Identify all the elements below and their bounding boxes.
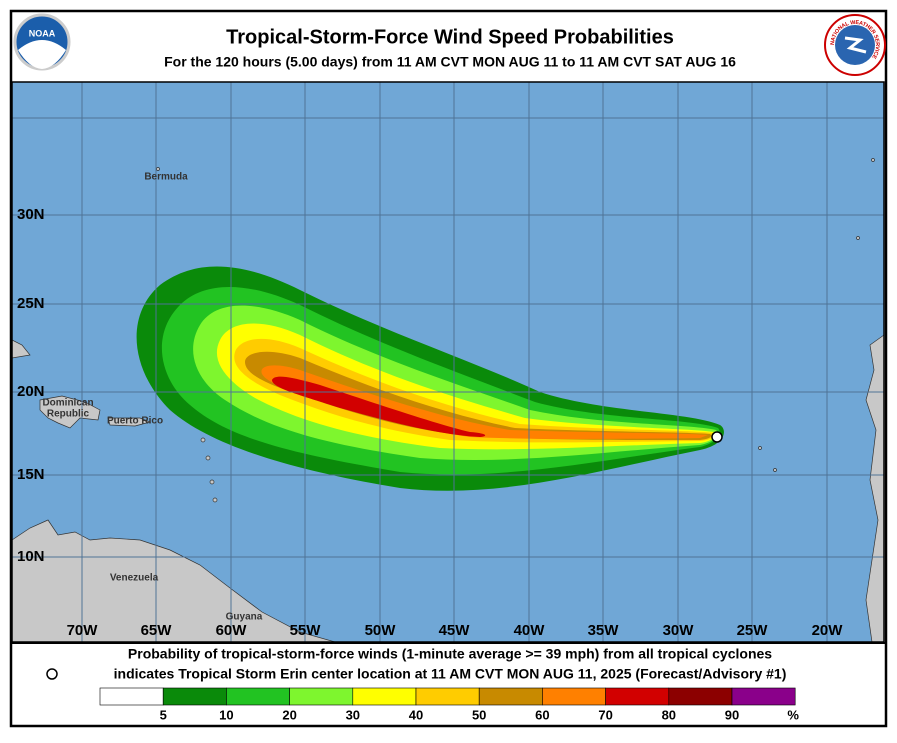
longitude-label: 60W — [216, 622, 248, 639]
latitude-label: 30N — [17, 206, 45, 223]
marker-icon — [46, 668, 58, 680]
longitude-label: 65W — [141, 622, 173, 639]
longitude-label: 50W — [365, 622, 397, 639]
legend-swatch — [99, 687, 164, 706]
legend-label: 20 — [282, 707, 296, 722]
legend-swatch — [415, 687, 480, 706]
latitude-label: 10N — [17, 548, 45, 565]
longitude-label: 30W — [663, 622, 695, 639]
place-label: Republic — [47, 409, 90, 420]
longitude-label: 25W — [737, 622, 769, 639]
latitude-label: 20N — [17, 383, 45, 400]
legend-label: 80 — [662, 707, 676, 722]
legend-swatch — [478, 687, 543, 706]
logo-text: NOAA — [29, 28, 56, 38]
legend: 5 10 20 30 40 50 60 70 80 90% — [99, 687, 799, 722]
legend-label: 70 — [598, 707, 612, 722]
legend-label: 10 — [219, 707, 233, 722]
swath-30 — [216, 323, 716, 450]
subtitle: For the 120 hours (5.00 days) from 11 AM… — [164, 54, 736, 70]
latitude-label: 25N — [17, 295, 45, 312]
legend-label: 60 — [535, 707, 549, 722]
legend-swatch — [542, 687, 606, 706]
storm-center — [711, 431, 723, 443]
latitude-label: 15N — [17, 466, 45, 483]
graticule — [12, 82, 884, 642]
place-label: Dominican — [42, 398, 93, 409]
legend-swatch — [352, 687, 417, 706]
legend-unit: % — [787, 707, 799, 722]
legend-swatch — [668, 687, 733, 706]
title: Tropical-Storm-Force Wind Speed Probabil… — [226, 26, 674, 48]
legend-swatch — [226, 687, 290, 706]
longitude-label: 20W — [812, 622, 844, 639]
noaa-logo: NOAA — [13, 13, 71, 71]
legend-label: 5 — [160, 707, 167, 722]
legend-swatch — [605, 687, 670, 706]
footer-description: Probability of tropical-storm-force wind… — [128, 646, 772, 662]
longitude-label: 45W — [439, 622, 471, 639]
swath — [136, 266, 724, 491]
legend-swatch — [162, 687, 227, 706]
swath-40 — [234, 338, 714, 443]
place-label: Puerto Rico — [107, 416, 163, 427]
nws-logo: NATIONAL WEATHER SERVICE — [824, 14, 886, 76]
footer-marker-note: indicates Tropical Storm Erin center loc… — [114, 666, 787, 682]
longitude-label: 70W — [67, 622, 99, 639]
legend-label: 90 — [725, 707, 739, 722]
place-label: Venezuela — [110, 573, 159, 584]
legend-label: 50 — [472, 707, 486, 722]
place-label: Guyana — [226, 612, 263, 623]
longitude-label: 35W — [588, 622, 620, 639]
legend-swatch — [731, 687, 796, 706]
legend-label: 40 — [409, 707, 423, 722]
place-label: Bermuda — [144, 172, 188, 183]
land — [12, 158, 884, 642]
longitude-label: 55W — [290, 622, 322, 639]
legend-label: 30 — [346, 707, 360, 722]
legend-swatch — [289, 687, 354, 706]
longitude-label: 40W — [514, 622, 546, 639]
